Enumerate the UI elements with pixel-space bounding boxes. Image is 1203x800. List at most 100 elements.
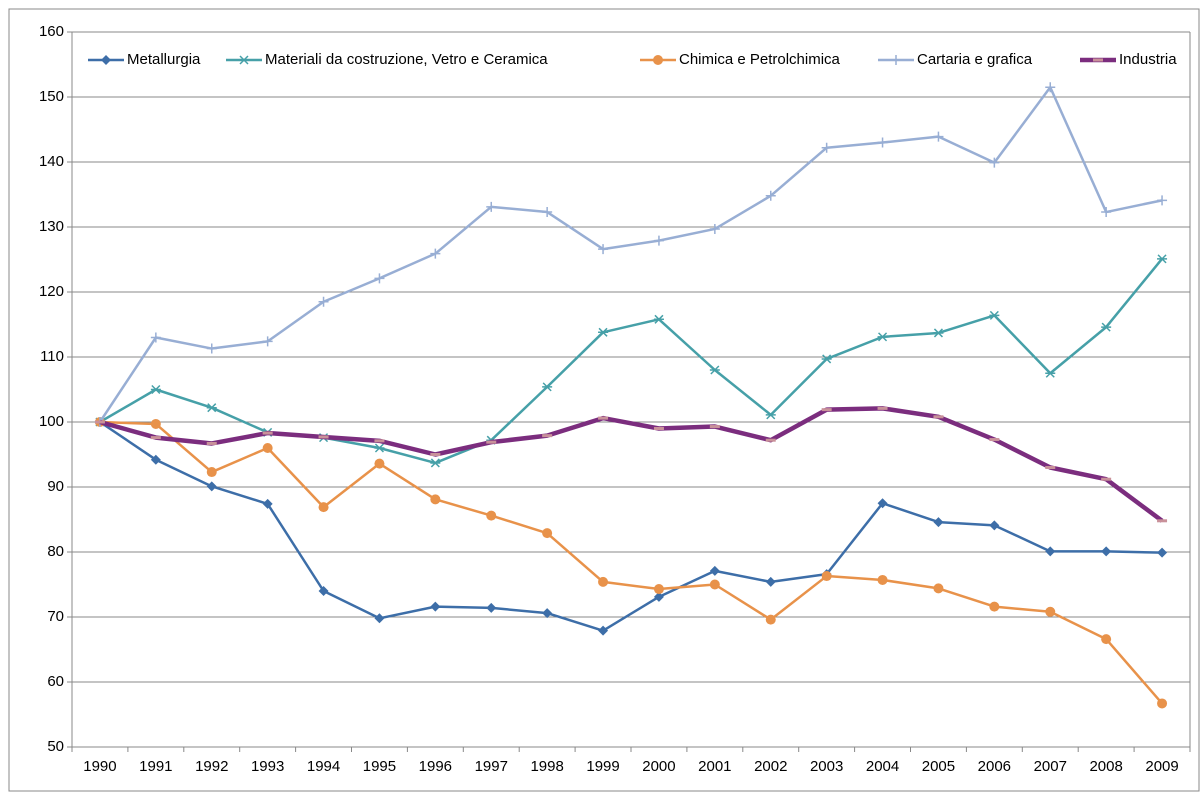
marker xyxy=(206,403,217,413)
marker xyxy=(374,613,385,624)
marker xyxy=(206,467,217,478)
marker xyxy=(374,273,385,284)
y-tick-label: 100 xyxy=(39,413,64,430)
marker xyxy=(891,55,901,65)
x-tick-label: 2005 xyxy=(922,758,955,775)
marker xyxy=(598,576,609,587)
marker xyxy=(653,55,663,65)
marker xyxy=(430,601,441,612)
x-tick-label: 2009 xyxy=(1145,758,1178,775)
marker xyxy=(1045,546,1056,557)
marker xyxy=(1157,254,1168,264)
marker xyxy=(262,443,273,453)
marker xyxy=(318,502,329,513)
marker xyxy=(1157,698,1168,709)
x-tick-label: 2001 xyxy=(698,758,731,775)
marker xyxy=(821,142,832,153)
marker xyxy=(262,336,273,347)
y-tick-label: 50 xyxy=(47,738,64,755)
marker xyxy=(989,601,1000,612)
marker xyxy=(486,602,497,613)
marker xyxy=(709,579,720,590)
marker xyxy=(206,481,217,492)
marker xyxy=(709,565,720,576)
legend-label: Materiali da costruzione, Vetro e Cerami… xyxy=(265,51,548,68)
x-tick-label: 1998 xyxy=(530,758,563,775)
marker xyxy=(653,314,664,324)
marker xyxy=(150,332,161,343)
marker xyxy=(1101,322,1112,332)
x-tick-label: 2004 xyxy=(866,758,899,775)
marker xyxy=(653,591,664,602)
marker xyxy=(374,443,385,453)
x-tick-label: 2000 xyxy=(642,758,675,775)
x-tick-label: 1992 xyxy=(195,758,228,775)
marker xyxy=(542,382,553,392)
x-tick-label: 1990 xyxy=(83,758,116,775)
marker xyxy=(1101,207,1112,218)
marker xyxy=(101,55,111,65)
marker xyxy=(598,244,609,255)
marker xyxy=(318,296,329,307)
chart-frame xyxy=(8,8,1200,792)
marker xyxy=(598,327,609,337)
y-tick-label: 60 xyxy=(47,673,64,690)
marker xyxy=(989,310,1000,320)
marker xyxy=(1101,546,1112,557)
x-tick-label: 1994 xyxy=(307,758,340,775)
marker xyxy=(486,201,497,212)
series-line xyxy=(99,406,1164,523)
marker xyxy=(262,498,273,509)
y-tick-label: 120 xyxy=(39,283,64,300)
x-tick-label: 2007 xyxy=(1034,758,1067,775)
marker xyxy=(486,510,497,521)
y-tick-label: 140 xyxy=(39,153,64,170)
marker xyxy=(653,235,664,246)
series-line xyxy=(98,86,1163,423)
marker xyxy=(765,410,776,420)
marker xyxy=(989,157,1000,168)
x-tick-label: 1991 xyxy=(139,758,172,775)
marker xyxy=(374,458,385,469)
marker xyxy=(1157,195,1168,206)
marker xyxy=(877,332,888,342)
marker xyxy=(1157,547,1168,558)
marker xyxy=(989,520,1000,531)
marker xyxy=(765,190,776,201)
y-tick-label: 90 xyxy=(47,478,64,495)
marker xyxy=(877,498,888,509)
marker xyxy=(877,137,888,148)
x-tick-label: 2002 xyxy=(754,758,787,775)
y-tick-label: 150 xyxy=(39,88,64,105)
marker xyxy=(821,571,832,582)
y-tick-label: 70 xyxy=(47,608,64,625)
marker xyxy=(150,418,161,429)
legend-label: Chimica e Petrolchimica xyxy=(679,51,841,68)
marker xyxy=(933,131,944,142)
marker xyxy=(542,207,553,218)
marker xyxy=(821,354,832,364)
marker xyxy=(206,343,217,354)
x-tick-label: 2003 xyxy=(810,758,843,775)
series-line xyxy=(99,420,1163,705)
marker xyxy=(653,584,664,595)
marker xyxy=(933,328,944,338)
marker xyxy=(1045,606,1056,617)
marker xyxy=(542,608,553,619)
marker xyxy=(430,248,441,259)
marker xyxy=(765,576,776,587)
marker xyxy=(150,384,161,395)
legend-label: Industria xyxy=(1119,51,1177,68)
x-tick-label: 1993 xyxy=(251,758,284,775)
marker xyxy=(542,528,553,539)
marker xyxy=(1101,634,1112,645)
marker xyxy=(877,574,888,585)
marker xyxy=(239,55,249,65)
marker xyxy=(709,223,720,234)
marker xyxy=(150,454,161,465)
y-tick-label: 160 xyxy=(39,23,64,40)
legend-label: Cartaria e grafica xyxy=(917,51,1033,68)
marker xyxy=(933,583,944,594)
y-tick-label: 110 xyxy=(40,348,64,365)
